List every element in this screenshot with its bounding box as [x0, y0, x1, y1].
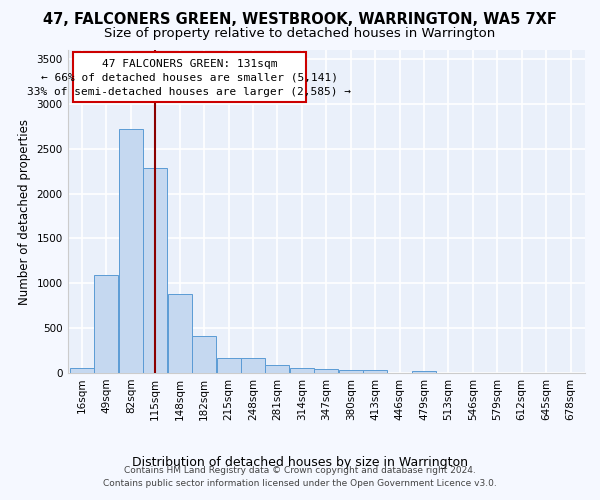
Y-axis label: Number of detached properties: Number of detached properties — [18, 118, 31, 304]
Bar — [412, 371, 436, 373]
Bar — [265, 365, 289, 373]
Text: Size of property relative to detached houses in Warrington: Size of property relative to detached ho… — [104, 28, 496, 40]
Bar — [241, 358, 265, 373]
Text: 33% of semi-detached houses are larger (2,585) →: 33% of semi-detached houses are larger (… — [28, 87, 352, 97]
Bar — [168, 294, 191, 373]
Text: 47 FALCONERS GREEN: 131sqm: 47 FALCONERS GREEN: 131sqm — [101, 59, 277, 69]
Bar — [339, 370, 362, 373]
Bar — [314, 368, 338, 373]
Bar — [290, 368, 314, 373]
Bar — [363, 370, 387, 373]
Text: 47, FALCONERS GREEN, WESTBROOK, WARRINGTON, WA5 7XF: 47, FALCONERS GREEN, WESTBROOK, WARRINGT… — [43, 12, 557, 28]
Bar — [94, 275, 118, 373]
Bar — [70, 368, 94, 373]
Text: ← 66% of detached houses are smaller (5,141): ← 66% of detached houses are smaller (5,… — [41, 73, 338, 83]
Bar — [192, 336, 216, 373]
Text: Contains HM Land Registry data © Crown copyright and database right 2024.
Contai: Contains HM Land Registry data © Crown c… — [103, 466, 497, 487]
Bar — [217, 358, 241, 373]
Bar — [143, 168, 167, 373]
Text: Distribution of detached houses by size in Warrington: Distribution of detached houses by size … — [132, 456, 468, 469]
Bar — [119, 129, 143, 373]
Bar — [73, 52, 306, 102]
